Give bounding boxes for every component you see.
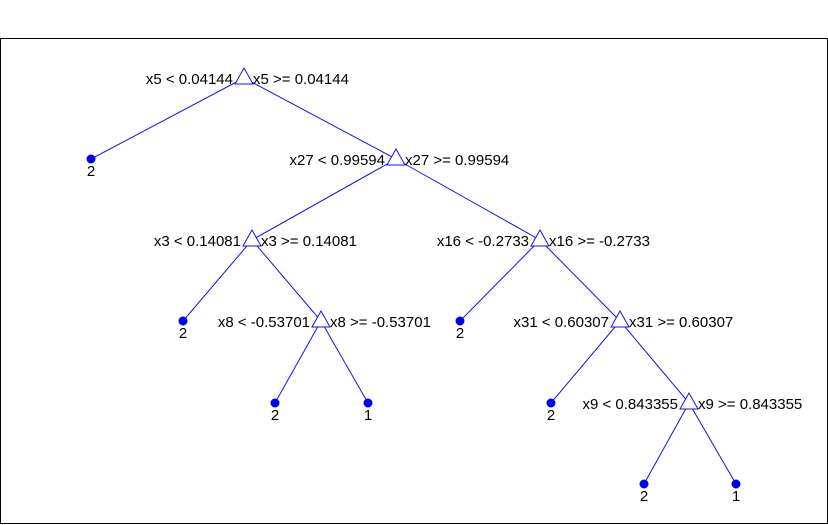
split-rule-left-n5: x16 < -0.2733 bbox=[437, 233, 529, 250]
tree-edge-n9-n13 bbox=[619, 320, 690, 404]
tree-edge-n13-n15 bbox=[688, 402, 737, 485]
split-rule-left-n7: x8 < -0.53701 bbox=[218, 314, 310, 331]
tree-edge-n5-n8 bbox=[459, 239, 541, 322]
leaf-class-label-n12: 2 bbox=[547, 407, 555, 424]
leaf-node-marker-n8 bbox=[455, 316, 465, 326]
split-rule-left-n4: x3 < 0.14081 bbox=[154, 233, 241, 250]
split-node-marker-n13 bbox=[679, 391, 699, 410]
tree-edge-n4-n7 bbox=[251, 239, 322, 322]
tree-edge-n7-n11 bbox=[320, 320, 369, 404]
plot-frame bbox=[0, 38, 828, 524]
tree-edge-n4-n6 bbox=[182, 239, 253, 322]
leaf-node-marker-n12 bbox=[546, 398, 556, 408]
split-rule-left-n3: x27 < 0.99594 bbox=[289, 152, 385, 169]
leaf-class-label-n10: 2 bbox=[271, 407, 279, 424]
tree-edge-n1-n3 bbox=[243, 77, 397, 160]
tree-edges bbox=[90, 77, 737, 485]
split-rule-right-n3: x27 >= 0.99594 bbox=[405, 152, 509, 169]
split-rule-right-n4: x3 >= 0.14081 bbox=[261, 233, 357, 250]
leaf-node-marker-n2 bbox=[86, 154, 96, 164]
split-rule-right-n1: x5 >= 0.04144 bbox=[253, 71, 349, 88]
tree-edge-n5-n9 bbox=[539, 239, 621, 322]
leaf-class-label-n6: 2 bbox=[179, 325, 187, 342]
leaf-node-marker-n15 bbox=[731, 479, 741, 489]
split-rule-right-n5: x16 >= -0.2733 bbox=[549, 233, 650, 250]
tree-edge-n1-n2 bbox=[90, 77, 245, 160]
split-rule-right-n9: x31 >= 0.60307 bbox=[629, 314, 733, 331]
tree-edge-n7-n10 bbox=[274, 320, 322, 404]
split-node-marker-n3 bbox=[386, 147, 406, 166]
split-node-marker-n4 bbox=[242, 228, 262, 247]
leaf-node-marker-n6 bbox=[178, 316, 188, 326]
leaf-class-label-n15: 1 bbox=[732, 488, 740, 505]
leaf-class-label-n2: 2 bbox=[87, 163, 95, 180]
split-rule-right-n13: x9 >= 0.843355 bbox=[698, 396, 802, 413]
tree-edge-n9-n12 bbox=[550, 320, 621, 404]
leaf-class-label-n8: 2 bbox=[456, 325, 464, 342]
leaf-node-marker-n10 bbox=[270, 398, 280, 408]
leaf-class-label-n11: 1 bbox=[364, 407, 372, 424]
split-rule-right-n7: x8 >= -0.53701 bbox=[330, 314, 431, 331]
split-rule-left-n1: x5 < 0.04144 bbox=[146, 71, 233, 88]
leaf-node-marker-n14 bbox=[639, 479, 649, 489]
split-rule-left-n9: x31 < 0.60307 bbox=[513, 314, 609, 331]
tree-edge-n13-n14 bbox=[643, 402, 690, 485]
leaf-class-label-n14: 2 bbox=[640, 488, 648, 505]
split-rule-left-n13: x9 < 0.843355 bbox=[582, 396, 678, 413]
split-node-marker-n1 bbox=[234, 66, 254, 85]
tree-nodes bbox=[86, 66, 741, 489]
split-node-marker-n5 bbox=[530, 228, 550, 247]
split-node-marker-n7 bbox=[311, 309, 331, 328]
tree-labels: x5 < 0.04144 x5 >= 0.04144 2 x27 < 0.99594 x… bbox=[87, 71, 802, 505]
tree-edge-n3-n5 bbox=[395, 158, 541, 241]
split-node-marker-n9 bbox=[610, 309, 630, 328]
tree-edge-n3-n4 bbox=[251, 158, 397, 241]
leaf-node-marker-n11 bbox=[363, 398, 373, 408]
